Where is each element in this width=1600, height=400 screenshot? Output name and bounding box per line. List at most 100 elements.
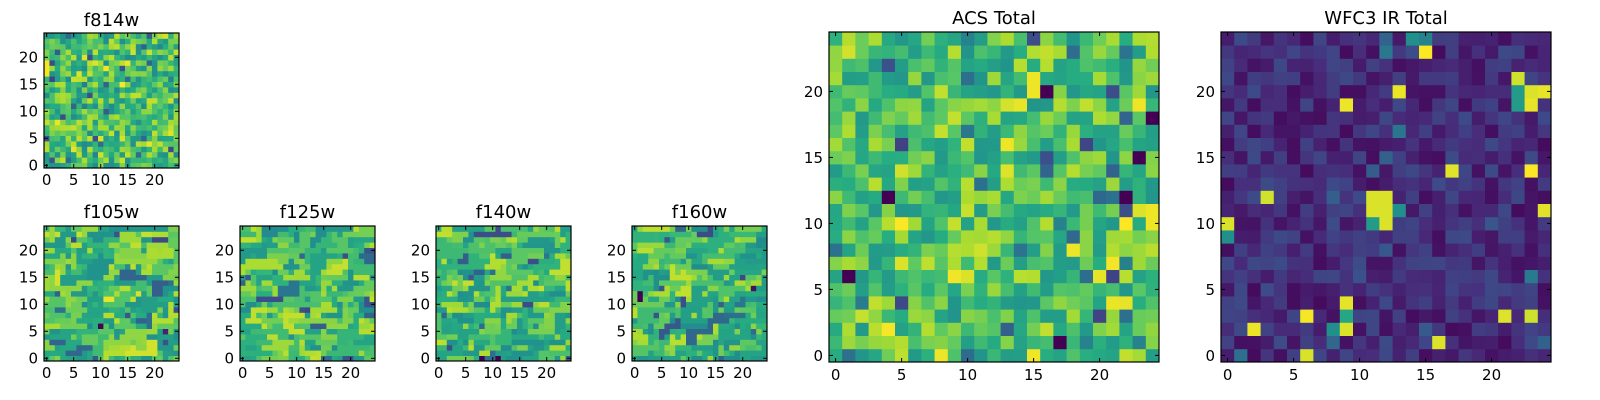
heatmap-cell <box>168 76 174 82</box>
heatmap-cell <box>141 151 147 158</box>
heatmap-cell <box>1392 203 1407 218</box>
heatmap-cell <box>1353 190 1367 204</box>
heatmap-cell <box>1221 335 1235 350</box>
heatmap-cell <box>637 247 644 254</box>
heatmap-cell <box>533 355 539 361</box>
heatmap-cell <box>675 231 681 238</box>
heatmap-cell <box>637 307 644 313</box>
heatmap-cell <box>49 339 56 346</box>
heatmap-cell <box>961 190 975 204</box>
heatmap-cell <box>358 301 365 308</box>
heatmap-cell <box>87 236 93 243</box>
heatmap-cell <box>987 137 1001 152</box>
heatmap-cell <box>881 177 896 191</box>
heatmap-cell <box>648 296 654 302</box>
heatmap-cell <box>750 290 757 297</box>
heatmap-cell <box>87 135 93 142</box>
heatmap-cell <box>49 97 56 104</box>
heatmap-cell <box>1326 124 1341 138</box>
heatmap-cell <box>130 350 137 356</box>
heatmap-cell <box>718 253 725 259</box>
heatmap-cell <box>272 236 279 243</box>
heatmap-cell <box>1511 98 1525 112</box>
heatmap-cell <box>1013 296 1028 310</box>
heatmap-cell <box>267 307 273 313</box>
heatmap-cell <box>364 301 370 308</box>
heatmap-cell <box>92 87 99 93</box>
heatmap-cell <box>1366 84 1380 99</box>
heatmap-cell <box>162 226 169 232</box>
heatmap-cell <box>152 43 158 50</box>
heatmap-cell <box>463 247 469 254</box>
heatmap-cell <box>1119 309 1133 323</box>
heatmap-cell <box>538 312 545 319</box>
heatmap-cell <box>1339 230 1354 244</box>
heatmap-cell <box>168 226 174 232</box>
heatmap-cell <box>288 323 295 329</box>
heatmap-cell <box>1260 203 1275 218</box>
heatmap-cell <box>108 135 115 142</box>
heatmap-cell <box>947 335 962 350</box>
heatmap-cell <box>92 242 99 248</box>
heatmap-cell <box>1366 98 1380 112</box>
heatmap-cell <box>353 296 360 302</box>
heatmap-cell <box>283 312 289 319</box>
heatmap-cell <box>855 335 869 350</box>
heatmap-cell <box>65 54 72 61</box>
heatmap-cell <box>1432 269 1446 284</box>
heatmap-cell <box>947 124 962 138</box>
heatmap-cell <box>1273 309 1288 323</box>
heatmap-cell <box>1027 190 1041 204</box>
heatmap-cell <box>146 119 153 126</box>
heatmap-cell <box>729 258 735 265</box>
heatmap-cell <box>256 247 262 254</box>
heatmap-cell <box>921 269 935 284</box>
heatmap-cell <box>452 226 458 232</box>
heatmap-cell <box>522 269 529 275</box>
heatmap-cell <box>538 339 545 346</box>
heatmap-cell <box>921 309 935 323</box>
heatmap-cell <box>114 151 120 158</box>
heatmap-cell <box>119 274 126 281</box>
heatmap-cell <box>1511 309 1525 323</box>
heatmap-cell <box>734 296 741 302</box>
heatmap-cell <box>669 307 676 313</box>
heatmap-cell <box>1445 230 1459 244</box>
heatmap-cell <box>81 114 88 120</box>
y-tick-label: 0 <box>420 350 430 368</box>
heatmap-cell <box>87 54 93 61</box>
heatmap-cell <box>702 269 708 275</box>
heatmap-cell <box>549 269 556 275</box>
heatmap-cell <box>146 317 153 324</box>
heatmap-cell <box>125 130 131 136</box>
heatmap-cell <box>1132 296 1147 310</box>
heatmap-cell <box>1040 150 1054 165</box>
heatmap-cell <box>921 150 935 165</box>
heatmap-cell <box>157 328 164 335</box>
heatmap-cell <box>1313 45 1327 59</box>
heatmap-cell <box>54 141 61 147</box>
heatmap-cell <box>734 290 741 297</box>
heatmap-cell <box>108 328 115 335</box>
heatmap-cell <box>256 296 262 302</box>
heatmap-cell <box>908 348 922 362</box>
heatmap-cell <box>473 317 480 324</box>
heatmap-cell <box>457 258 464 265</box>
heatmap-cell <box>713 285 719 292</box>
heatmap-cell <box>173 226 179 232</box>
heatmap-cell <box>868 111 883 125</box>
heatmap-cell <box>702 290 708 297</box>
heatmap-cell <box>1079 230 1094 244</box>
heatmap-cell <box>173 339 179 346</box>
heatmap-cell <box>54 87 61 93</box>
heatmap-cell <box>1445 243 1459 257</box>
heatmap-cell <box>729 226 735 232</box>
heatmap-cell <box>707 312 714 319</box>
heatmap-cell <box>92 43 99 50</box>
heatmap-cell <box>1079 309 1094 323</box>
heatmap-cell <box>141 307 147 313</box>
heatmap-cell <box>54 97 61 104</box>
heatmap-cell <box>565 344 571 351</box>
heatmap-cell <box>1273 124 1288 138</box>
